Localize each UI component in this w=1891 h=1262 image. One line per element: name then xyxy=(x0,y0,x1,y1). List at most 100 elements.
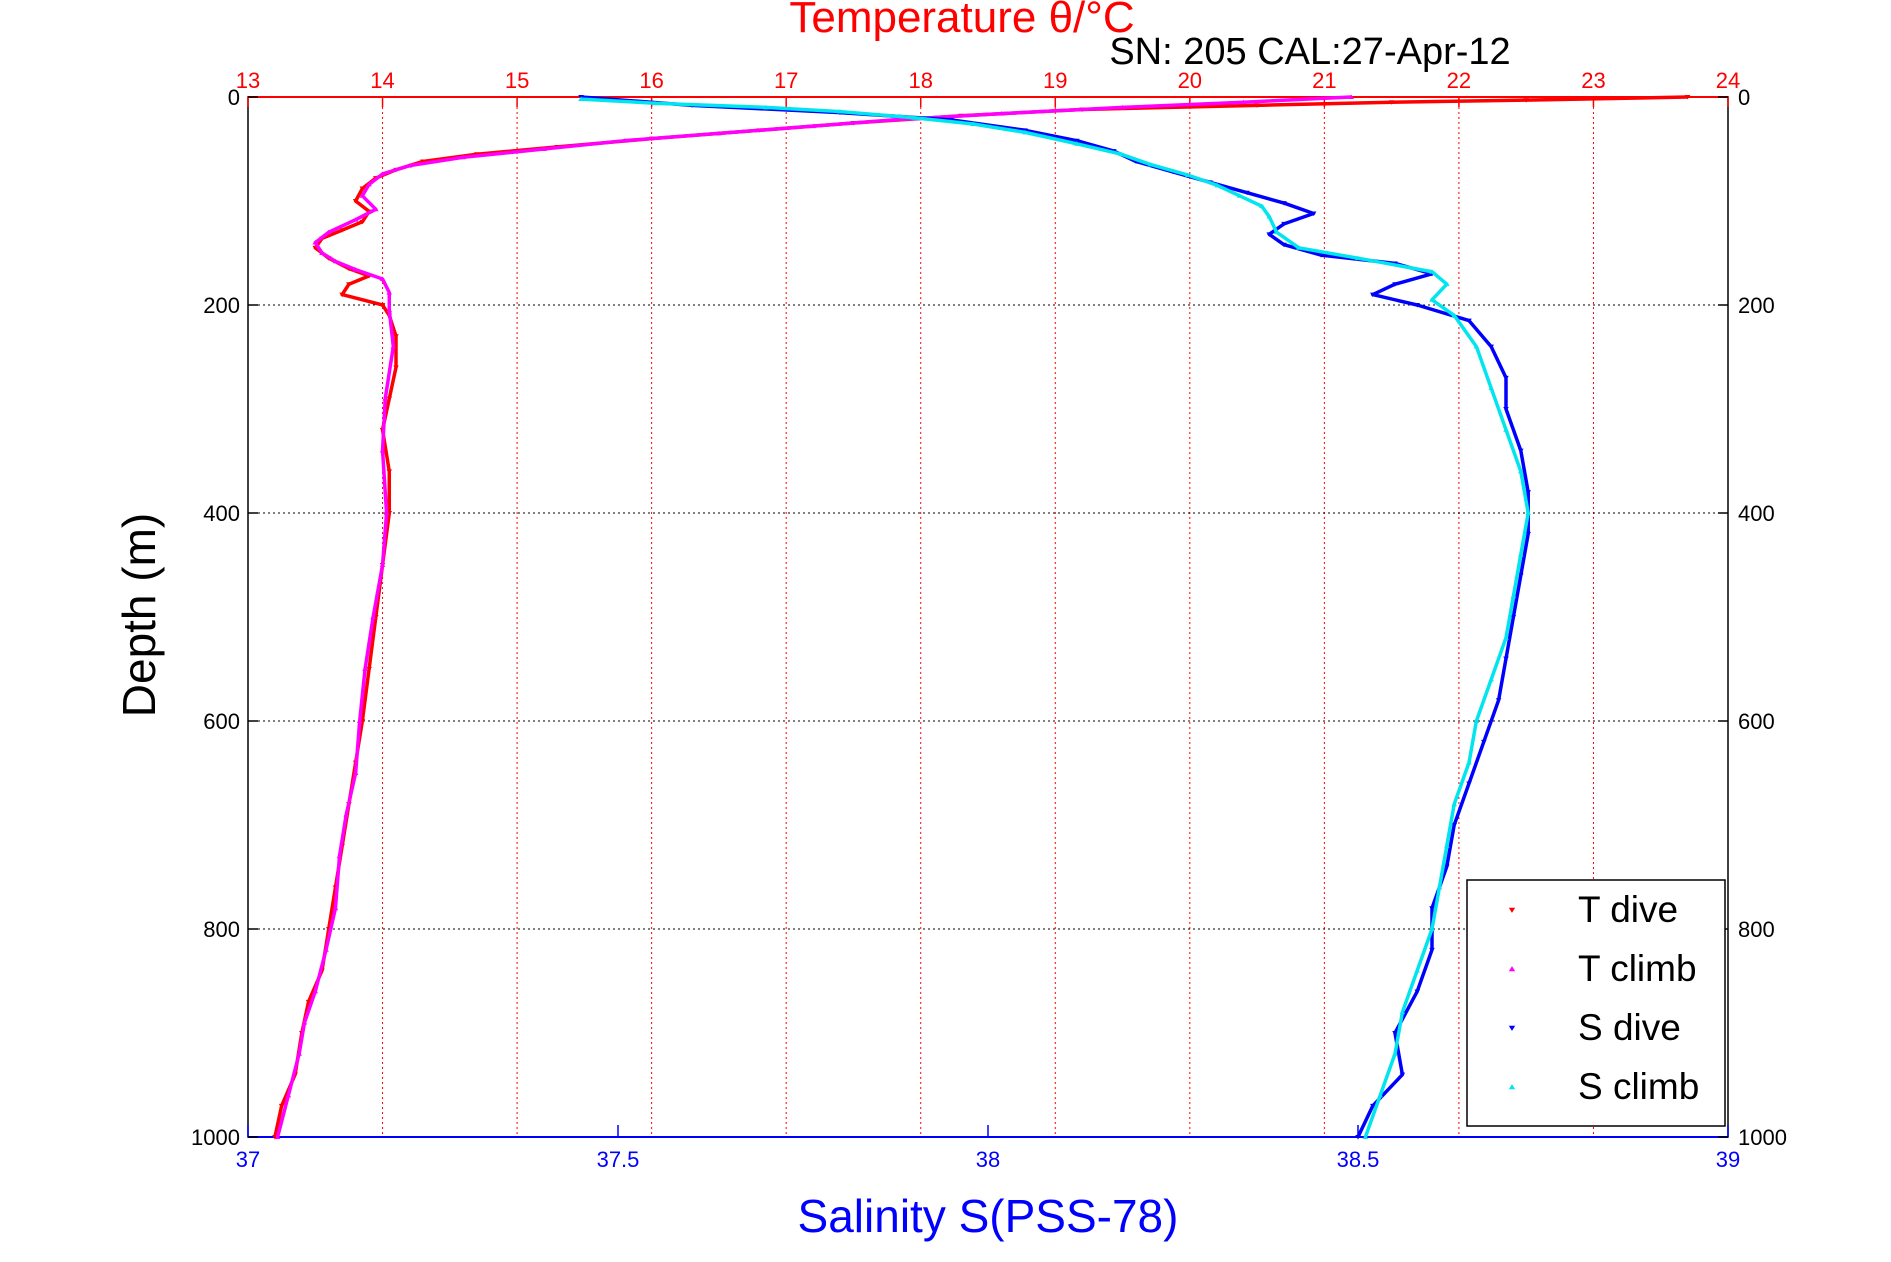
data-point xyxy=(278,1103,285,1109)
data-point xyxy=(578,96,584,102)
data-point xyxy=(339,292,345,298)
data-point xyxy=(1429,947,1435,953)
data-point xyxy=(1318,253,1324,258)
data-point xyxy=(1481,739,1487,745)
data-point xyxy=(301,1020,308,1025)
data-point xyxy=(1488,385,1494,391)
data-point xyxy=(352,770,359,775)
data-point xyxy=(1214,182,1221,188)
tick-label-depth-left: 800 xyxy=(203,917,240,942)
data-point xyxy=(1118,151,1124,157)
data-point xyxy=(1310,211,1317,216)
tick-label-depth-right: 200 xyxy=(1738,293,1775,318)
data-point xyxy=(379,171,386,176)
data-point xyxy=(1240,99,1247,105)
data-point xyxy=(837,109,843,114)
data-point xyxy=(621,138,628,143)
tick-label-temperature: 16 xyxy=(639,68,663,93)
data-series xyxy=(272,94,1691,1140)
chart-title: Temperature θ/°C xyxy=(789,0,1134,42)
data-point xyxy=(332,905,339,911)
data-point xyxy=(386,290,393,295)
data-point xyxy=(285,1092,292,1098)
data-point xyxy=(1266,232,1272,237)
data-point xyxy=(1503,427,1509,432)
data-point xyxy=(386,307,393,313)
data-point xyxy=(366,181,372,187)
data-point xyxy=(390,344,397,349)
data-point xyxy=(652,100,658,106)
data-point xyxy=(1429,269,1435,274)
legend-marker xyxy=(1508,1084,1516,1090)
data-point xyxy=(420,159,426,164)
data-point xyxy=(1273,229,1280,235)
data-point xyxy=(1388,100,1395,105)
data-point xyxy=(1488,344,1494,350)
data-point xyxy=(332,258,339,264)
data-point xyxy=(1355,255,1361,261)
data-point xyxy=(379,448,386,453)
legend-label: T dive xyxy=(1578,889,1678,930)
legend-marker xyxy=(1508,907,1516,913)
data-point xyxy=(362,666,368,671)
data-point xyxy=(1518,573,1524,578)
tick-label-depth-left: 1000 xyxy=(191,1125,240,1150)
tick-label-depth-right: 0 xyxy=(1738,85,1750,110)
data-point xyxy=(1444,843,1450,848)
tick-label-temperature: 14 xyxy=(370,68,394,93)
data-point xyxy=(1399,1072,1406,1078)
data-point xyxy=(1488,676,1494,682)
tick-label-temperature: 21 xyxy=(1312,68,1336,93)
tick-label-depth-right: 800 xyxy=(1738,917,1775,942)
data-point xyxy=(1503,656,1509,662)
tick-label-salinity: 39 xyxy=(1716,1147,1740,1172)
series-line xyxy=(580,97,1530,1138)
data-point xyxy=(406,163,413,168)
data-point xyxy=(346,282,352,287)
data-point xyxy=(1414,989,1420,994)
data-point xyxy=(716,130,722,136)
data-point xyxy=(359,219,366,225)
data-point xyxy=(352,267,359,272)
tick-label-temperature: 18 xyxy=(908,68,932,93)
data-point xyxy=(352,217,359,222)
data-point xyxy=(1429,297,1435,302)
data-point xyxy=(1503,407,1509,412)
data-point xyxy=(343,812,350,817)
legend: T dive T climb S dive S climb xyxy=(1466,879,1726,1127)
data-point xyxy=(1370,292,1376,298)
data-point xyxy=(810,123,816,129)
series-s-climb xyxy=(578,96,1531,1139)
tick-label-temperature: 17 xyxy=(774,68,798,93)
tick-label-temperature: 23 xyxy=(1581,68,1605,93)
data-point xyxy=(1429,906,1435,911)
data-point xyxy=(1281,201,1287,206)
data-point xyxy=(1392,1031,1398,1036)
data-point xyxy=(1466,781,1472,786)
data-point xyxy=(998,111,1005,116)
data-point xyxy=(325,229,332,235)
legend-label: S dive xyxy=(1578,1007,1681,1048)
tick-label-temperature: 20 xyxy=(1178,68,1202,93)
data-point xyxy=(1244,190,1250,196)
data-point xyxy=(319,250,325,255)
data-point xyxy=(460,154,467,160)
data-point xyxy=(1296,245,1302,250)
tick-label-temperature: 15 xyxy=(505,68,529,93)
data-point xyxy=(1074,141,1080,146)
data-point xyxy=(382,396,389,401)
data-point xyxy=(1518,552,1524,557)
data-point xyxy=(1119,104,1126,110)
data-point xyxy=(1414,303,1420,308)
data-point xyxy=(1254,103,1260,108)
data-point xyxy=(1377,1092,1383,1098)
data-point xyxy=(366,667,372,672)
tick-label-salinity: 38 xyxy=(976,1147,1000,1172)
data-point xyxy=(1510,593,1517,599)
y-axis-label-depth: Depth (m) xyxy=(113,513,165,717)
data-point xyxy=(1525,510,1531,515)
tick-label-salinity: 37.5 xyxy=(597,1147,640,1172)
data-point xyxy=(1451,312,1457,318)
tick-label-temperature: 22 xyxy=(1447,68,1471,93)
data-point xyxy=(386,396,393,402)
